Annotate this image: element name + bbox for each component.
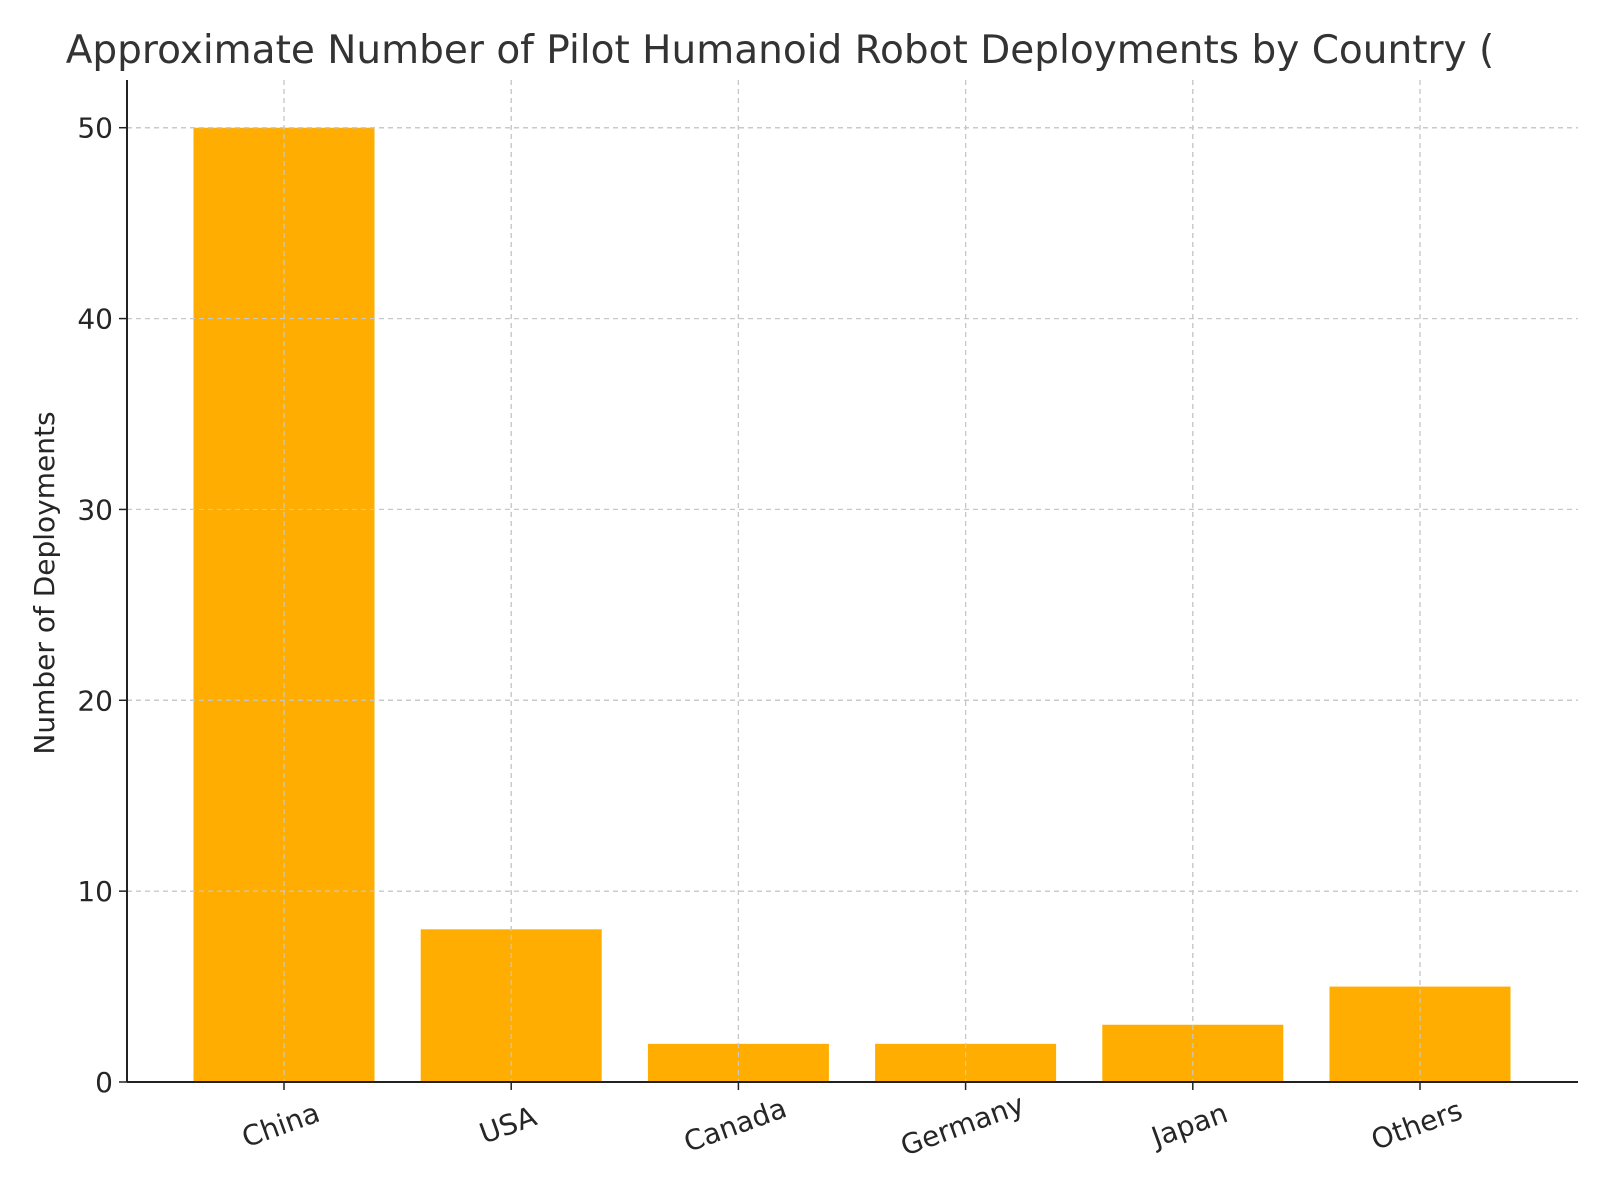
x-tick-label: Others: [1367, 1093, 1467, 1156]
bars: [127, 80, 1578, 1083]
bar-usa: [420, 929, 602, 1082]
y-tick-label: 20: [77, 684, 113, 717]
x-tick-label: USA: [475, 1100, 541, 1151]
y-ticks: 0 10 20 30 40 50: [77, 112, 127, 1099]
y-tick-label: 10: [77, 875, 113, 908]
axes: [126, 80, 1578, 1083]
y-axis-label: Number of Deployments: [28, 411, 61, 754]
y-tick-label: 40: [77, 303, 113, 336]
y-tick-label: 50: [77, 112, 113, 145]
x-tick-label: Germany: [896, 1088, 1028, 1163]
x-tick-label: Canada: [679, 1091, 790, 1158]
x-tick-label: China: [238, 1096, 324, 1154]
x-ticks: China USA Canada Germany Japan Others: [238, 1082, 1467, 1163]
chart-title: Approximate Number of Pilot Humanoid Rob…: [66, 28, 1495, 73]
y-tick-label: 30: [77, 493, 113, 526]
x-tick-label: Japan: [1145, 1096, 1232, 1154]
y-tick-label: 0: [95, 1066, 113, 1099]
